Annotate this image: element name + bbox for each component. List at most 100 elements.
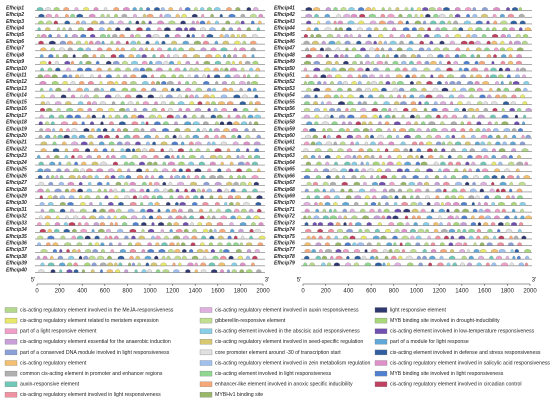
- legend-swatch: [4, 328, 18, 334]
- element-glyph: [48, 60, 52, 65]
- element-glyph: [102, 148, 108, 152]
- element-glyph: [425, 195, 430, 199]
- gene-label: Efhcip62: [274, 146, 295, 152]
- element-glyph: [337, 228, 343, 233]
- element-glyph: [394, 101, 400, 105]
- element-glyph: [118, 54, 125, 58]
- element-glyph: [46, 154, 50, 159]
- element-glyph: [76, 242, 82, 246]
- element-glyph: [239, 242, 243, 246]
- element-glyph: [200, 242, 205, 246]
- element-glyph: [468, 40, 475, 45]
- element-glyph: [333, 262, 340, 266]
- element-glyph: [417, 228, 425, 233]
- gene-label: Efhcip34: [6, 227, 27, 233]
- element-glyph: [382, 161, 385, 166]
- element-glyph: [312, 134, 318, 139]
- element-glyph: [98, 74, 102, 78]
- element-glyph: [463, 67, 469, 72]
- element-glyph: [302, 128, 308, 132]
- element-glyph: [154, 121, 161, 125]
- element-glyph: [410, 101, 416, 105]
- element-glyph: [326, 101, 332, 105]
- element-glyph: [370, 20, 377, 25]
- element-glyph: [233, 54, 237, 58]
- element-glyph: [388, 141, 395, 145]
- element-glyph: [443, 168, 450, 172]
- element-glyph: [386, 54, 390, 58]
- element-glyph: [141, 269, 147, 273]
- element-glyph: [141, 20, 146, 25]
- element-glyph: [439, 222, 443, 226]
- element-glyph: [103, 7, 108, 11]
- element-glyph: [115, 94, 121, 98]
- element-glyph: [203, 60, 211, 65]
- element-glyph: [305, 47, 309, 51]
- element-glyph: [466, 101, 471, 105]
- gene-label: Efhcip3: [6, 19, 24, 25]
- gene-label: Efhcip48: [274, 52, 295, 58]
- element-glyph: [72, 228, 77, 233]
- element-glyph: [67, 181, 74, 186]
- element-glyph: [471, 34, 478, 38]
- element-glyph: [220, 255, 227, 260]
- element-glyph: [334, 27, 338, 31]
- element-glyph: [430, 74, 434, 78]
- element-glyph: [317, 20, 320, 25]
- element-glyph: [240, 181, 247, 186]
- element-glyph: [394, 262, 401, 266]
- element-glyph: [139, 161, 145, 166]
- element-glyph: [48, 181, 54, 186]
- element-glyph: [254, 228, 261, 233]
- element-glyph: [494, 215, 500, 219]
- element-glyph: [425, 228, 429, 233]
- element-glyph: [306, 87, 312, 92]
- element-glyph: [382, 27, 388, 31]
- element-glyph: [418, 101, 422, 105]
- element-glyph: [385, 202, 389, 206]
- element-glyph: [120, 215, 128, 219]
- element-glyph: [62, 81, 68, 85]
- element-glyph: [381, 195, 388, 199]
- element-glyph: [212, 255, 219, 260]
- element-glyph: [124, 181, 129, 186]
- element-glyph: [169, 242, 175, 246]
- element-glyph: [86, 188, 92, 193]
- element-glyph: [95, 195, 101, 199]
- element-glyph: [418, 47, 425, 51]
- element-glyph: [503, 87, 509, 92]
- element-glyph: [58, 181, 64, 186]
- element-glyph: [59, 47, 65, 51]
- element-glyph: [67, 47, 73, 51]
- legend-swatch: [374, 370, 388, 377]
- element-glyph: [394, 208, 402, 213]
- element-glyph: [153, 188, 160, 193]
- element-glyph: [408, 128, 415, 132]
- element-glyph: [237, 27, 241, 31]
- element-glyph: [509, 262, 514, 266]
- element-glyph: [132, 148, 135, 152]
- element-glyph: [214, 74, 221, 78]
- element-glyph: [516, 60, 522, 65]
- element-glyph: [373, 67, 379, 72]
- element-glyph: [447, 141, 453, 145]
- legend-label: cis-acting regulatory element involved i…: [20, 307, 174, 313]
- element-glyph: [426, 202, 431, 206]
- element-glyph: [398, 87, 405, 92]
- element-glyph: [409, 94, 414, 98]
- element-glyph: [117, 228, 124, 233]
- element-glyph: [307, 81, 315, 85]
- element-glyph: [241, 208, 247, 213]
- element-glyph: [424, 242, 429, 246]
- element-glyph: [475, 20, 483, 25]
- element-glyph: [491, 181, 495, 186]
- element-glyph: [486, 40, 491, 45]
- element-glyph: [460, 202, 467, 206]
- element-glyph: [124, 235, 129, 240]
- element-glyph: [416, 7, 421, 11]
- element-glyph: [440, 161, 446, 166]
- element-glyph: [342, 175, 346, 179]
- legend-label: enhancer-like element involved in anoxic…: [215, 382, 353, 388]
- element-glyph: [244, 128, 249, 132]
